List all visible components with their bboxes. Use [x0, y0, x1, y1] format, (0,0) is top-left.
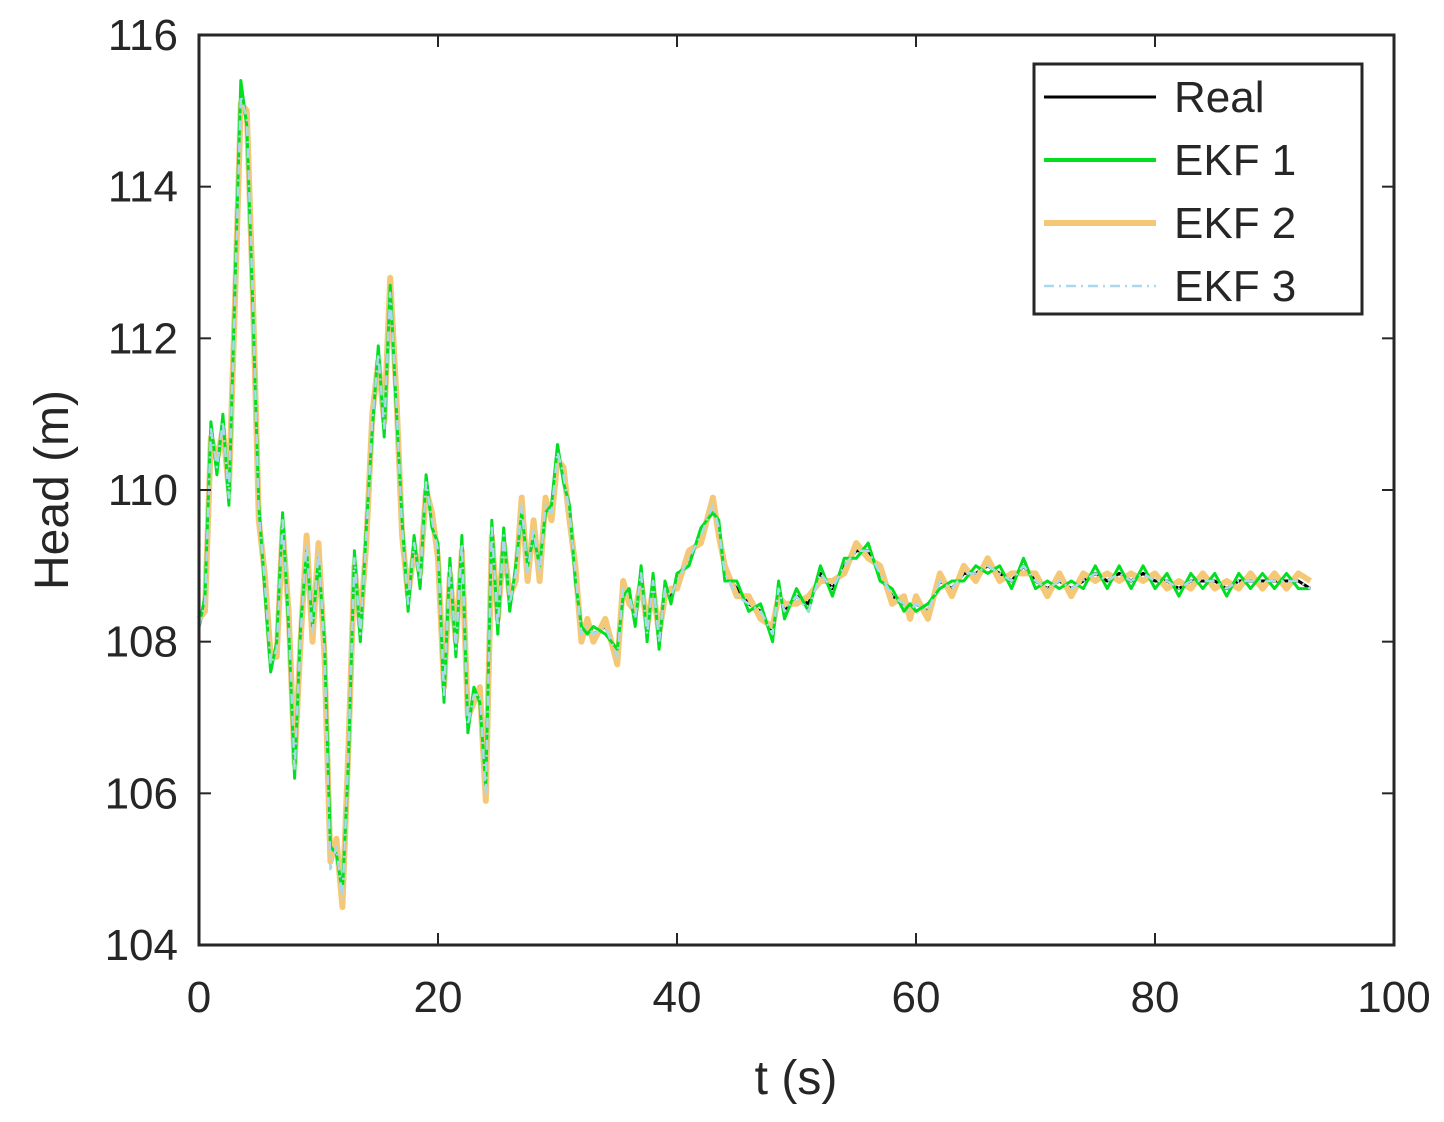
y-tick-label: 116: [108, 11, 178, 60]
legend: Real EKF 1 EKF 2 EKF 3: [1032, 62, 1364, 316]
plot-frame: [197, 33, 1396, 947]
y-tick-label: 110: [108, 466, 178, 515]
x-axis-label: t (s): [755, 1052, 838, 1105]
y-axis-label: Head (m): [26, 390, 79, 590]
x-tick-label: 0: [187, 973, 211, 1022]
y-tick-label: 106: [105, 769, 178, 818]
legend-label: EKF 2: [1174, 199, 1296, 248]
tick-layer: 0 20 40 60 80 100 104 106 108 110 112 114 116: [105, 11, 1431, 1022]
series-line-ekf2: [196, 100, 1313, 911]
series-line-ekf1: [197, 79, 1311, 894]
series-layer: [196, 79, 1313, 911]
y-tick-label: 112: [108, 314, 178, 363]
x-tick-label: 40: [653, 973, 702, 1022]
legend-label: Real: [1174, 73, 1265, 122]
legend-label: EKF 1: [1174, 136, 1296, 185]
legend-box: [1032, 62, 1364, 316]
y-tick-label: 114: [108, 163, 178, 212]
x-tick-label: 20: [414, 973, 463, 1022]
x-tick-label: 80: [1131, 973, 1180, 1022]
legend-label: EKF 3: [1174, 262, 1296, 311]
legend-items: Real EKF 1 EKF 2 EKF 3: [1044, 73, 1296, 311]
y-tick-label: 108: [105, 618, 178, 667]
y-tick-label: 104: [105, 921, 178, 970]
x-tick-label: 100: [1357, 973, 1430, 1022]
x-tick-label: 60: [892, 973, 941, 1022]
